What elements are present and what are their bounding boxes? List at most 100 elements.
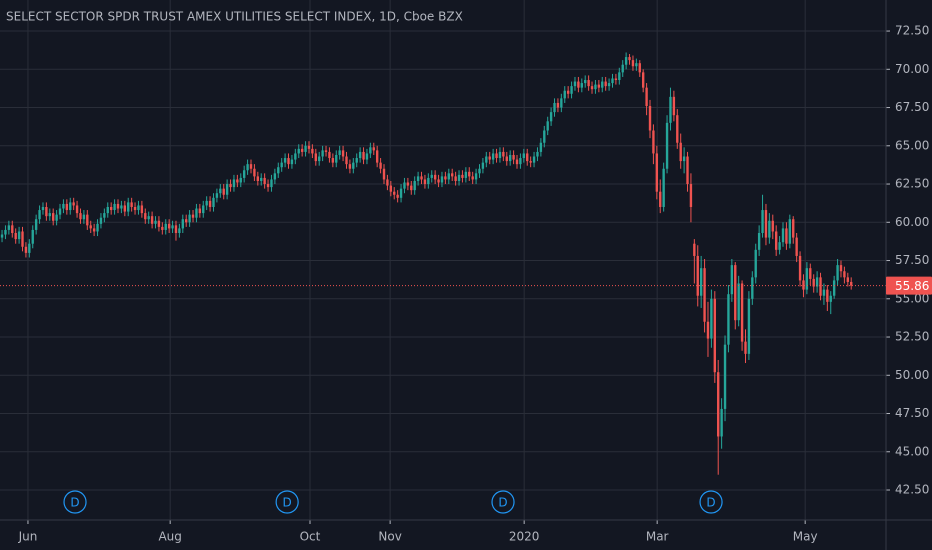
candle-body xyxy=(120,205,123,209)
candle-body xyxy=(761,210,764,233)
candle-body xyxy=(0,234,4,238)
candle-body xyxy=(522,153,526,159)
candle-body xyxy=(774,231,778,250)
candle-body xyxy=(539,142,543,152)
event-label: D xyxy=(283,496,292,510)
candle-body xyxy=(502,151,505,157)
candle-body xyxy=(103,213,106,218)
candle-body xyxy=(481,162,485,169)
candle-body xyxy=(45,206,48,217)
candle-body xyxy=(601,81,604,88)
candle-body xyxy=(300,148,304,152)
candle-body xyxy=(447,173,450,180)
candle-body xyxy=(805,268,809,290)
candle-body xyxy=(423,179,427,185)
candle-body xyxy=(464,171,468,178)
event-marker xyxy=(491,490,515,514)
y-tick-label: 62.50 xyxy=(895,177,929,191)
candle-body xyxy=(99,217,103,224)
candle-body xyxy=(297,148,300,154)
candle-body xyxy=(703,268,706,322)
candle-body xyxy=(256,176,260,181)
candle-body xyxy=(55,214,58,221)
candle-body xyxy=(266,184,270,188)
candle-body xyxy=(178,228,181,233)
candle-body xyxy=(693,243,696,256)
candle-body xyxy=(352,162,355,169)
candle-body xyxy=(222,188,225,195)
candle-body xyxy=(788,219,792,244)
candle-body xyxy=(191,214,195,218)
candle-body xyxy=(734,265,737,321)
candle-body xyxy=(836,265,839,281)
candle-body xyxy=(4,229,7,235)
y-tick-label: 52.50 xyxy=(895,330,929,344)
candle-body xyxy=(829,295,832,302)
candle-body xyxy=(270,179,273,188)
candle-body xyxy=(72,202,75,206)
candle-body xyxy=(427,177,430,185)
candle-body xyxy=(624,57,628,65)
candle-body xyxy=(645,87,648,107)
candle-body xyxy=(815,277,819,287)
candle-body xyxy=(185,219,188,223)
candle-body xyxy=(566,90,570,94)
candle-body xyxy=(358,151,362,159)
candle-body xyxy=(433,174,437,180)
candle-body xyxy=(682,156,686,162)
y-tick-label: 60.00 xyxy=(895,215,929,229)
candle-body xyxy=(416,176,420,181)
candle-body xyxy=(614,78,618,81)
candle-body xyxy=(474,173,478,180)
event-marker xyxy=(275,490,299,514)
candle-body xyxy=(171,225,174,229)
candle-body xyxy=(795,237,798,256)
candle-body xyxy=(31,229,34,244)
candle-body xyxy=(304,145,307,152)
event-marker xyxy=(699,490,723,514)
y-tick-label: 47.50 xyxy=(895,406,929,420)
candle-body xyxy=(560,98,563,108)
candle-body xyxy=(641,72,645,88)
candle-body xyxy=(86,214,89,226)
candle-body xyxy=(147,216,150,220)
candle-body xyxy=(512,154,515,160)
candle-body xyxy=(130,202,133,207)
y-tick-label: 45.00 xyxy=(895,444,929,458)
candle-body xyxy=(225,184,229,195)
candle-body xyxy=(219,188,222,194)
candle-body xyxy=(62,203,65,209)
candle-body xyxy=(740,283,744,342)
y-tick-label: 65.00 xyxy=(895,138,929,152)
candle-body xyxy=(488,156,491,160)
candle-body xyxy=(781,228,785,243)
candle-body xyxy=(768,220,771,238)
candle-body xyxy=(65,203,69,211)
candle-body xyxy=(440,176,444,183)
candle-body xyxy=(826,289,829,302)
candle-body xyxy=(580,83,583,88)
x-tick-label: Jun xyxy=(18,530,38,544)
candle-body xyxy=(792,219,795,238)
candle-body xyxy=(812,278,815,287)
candle-body xyxy=(157,220,161,227)
candle-body xyxy=(631,60,635,67)
candle-body xyxy=(341,150,345,157)
candle-body xyxy=(263,177,266,185)
candle-body xyxy=(89,225,92,229)
candle-body xyxy=(621,64,624,73)
candle-body xyxy=(648,106,652,131)
candle-body xyxy=(318,156,321,162)
candle-body xyxy=(389,185,393,192)
candle-body xyxy=(113,203,116,211)
candle-body xyxy=(21,231,24,247)
candle-body xyxy=(338,150,341,155)
candle-body xyxy=(202,205,205,214)
candle-body xyxy=(24,246,28,253)
candle-body xyxy=(785,228,788,244)
candle-body xyxy=(212,197,215,207)
candle-body xyxy=(133,206,137,211)
candle-body xyxy=(689,184,693,207)
candle-body xyxy=(167,223,171,229)
